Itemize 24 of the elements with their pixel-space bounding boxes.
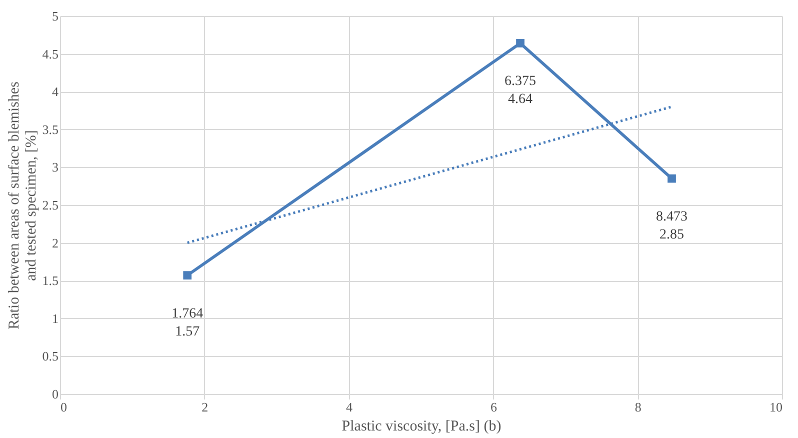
annotation: 1.764 1.57 — [172, 306, 204, 340]
y-tick-label: 5 — [52, 8, 58, 24]
point — [183, 271, 192, 280]
y-axis-title: Ratio between areas of surface blemishes and tested specimen, [%] — [6, 81, 40, 330]
y-tick-label: 1 — [52, 310, 58, 326]
x-tick-label: 10 — [770, 400, 782, 414]
y-tick-label: 3.5 — [42, 122, 58, 137]
y-tick-label: 2 — [52, 235, 58, 250]
y-tick-label: 0.5 — [42, 348, 58, 364]
point — [516, 39, 524, 48]
y-tick-label: 3 — [52, 160, 58, 175]
x-axis-title: Plastic viscosity, [Pa.s] (b) — [342, 418, 502, 434]
x-tick-label: 6 — [490, 400, 498, 414]
x-tick-label: 8 — [634, 400, 642, 414]
x-tick-label: 4 — [346, 400, 354, 414]
point — [668, 174, 676, 183]
annotation: 8.473 2.85 — [656, 210, 688, 243]
annotation: 6.375 4.64 — [504, 74, 536, 108]
x-tick-label: 2 — [202, 400, 208, 414]
y-tick-label: 4.5 — [42, 46, 58, 62]
y-tick-label: 4 — [52, 84, 59, 100]
y-tick-label: 1.5 — [42, 273, 58, 288]
y-tick-label: 0 — [52, 386, 58, 402]
y-tick-label: 2.5 — [42, 198, 58, 212]
